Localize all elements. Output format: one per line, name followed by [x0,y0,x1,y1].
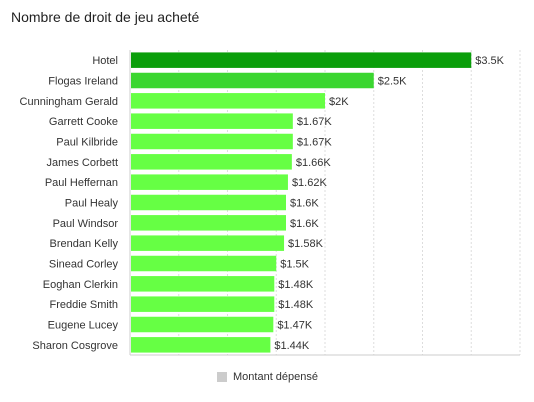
bar[interactable] [131,316,274,333]
category-label: James Corbett [46,157,118,169]
category-label: Sharon Cosgrove [32,340,118,352]
bar[interactable] [131,296,275,312]
category-label: Paul Healy [65,198,119,210]
category-label: Flogas Ireland [48,76,118,88]
bar[interactable] [131,72,374,89]
bar[interactable] [131,235,285,251]
legend[interactable]: Montant dépensé [217,371,318,383]
data-label: $1.47K [277,320,313,332]
category-label: Paul Heffernan [45,177,118,189]
bar[interactable] [131,113,293,129]
bar[interactable] [131,154,292,170]
data-label: $1.62K [292,177,328,189]
data-label: $3.5K [475,55,504,67]
data-label: $1.6K [290,218,319,230]
data-label: $2K [329,96,349,108]
category-label: Paul Windsor [53,218,119,230]
data-label: $1.5K [280,259,309,271]
category-label: Sinead Corley [49,259,119,271]
data-label: $1.66K [296,157,332,169]
legend-label: Montant dépensé [233,371,319,383]
bar[interactable] [131,255,277,272]
chart-title: Nombre de droit de jeu acheté [11,9,200,25]
bar[interactable] [131,52,472,68]
category-label: Eugene Lucey [48,320,119,332]
category-label: Paul Kilbride [56,137,118,149]
data-label: $1.6K [290,198,319,210]
category-label: Hotel [92,55,118,67]
category-label: Freddie Smith [50,299,118,311]
bar[interactable] [131,194,286,211]
category-label: Garrett Cooke [49,116,118,128]
bar[interactable] [131,174,288,190]
data-label: $1.67K [297,137,333,149]
data-label: $2.5K [378,76,407,88]
bar[interactable] [131,133,293,150]
category-label: Brendan Kelly [50,238,119,250]
data-label: $1.48K [278,279,314,291]
legend-swatch [217,372,227,382]
bar[interactable] [131,215,286,231]
category-label: Eoghan Clerkin [43,279,118,291]
data-label: $1.48K [278,299,314,311]
bar[interactable] [131,276,275,292]
data-label: $1.67K [297,116,333,128]
data-label: $1.44K [274,340,310,352]
bar[interactable] [131,337,271,353]
bar[interactable] [131,93,325,109]
data-label: $1.58K [288,238,324,250]
category-label: Cunningham Gerald [20,96,118,108]
